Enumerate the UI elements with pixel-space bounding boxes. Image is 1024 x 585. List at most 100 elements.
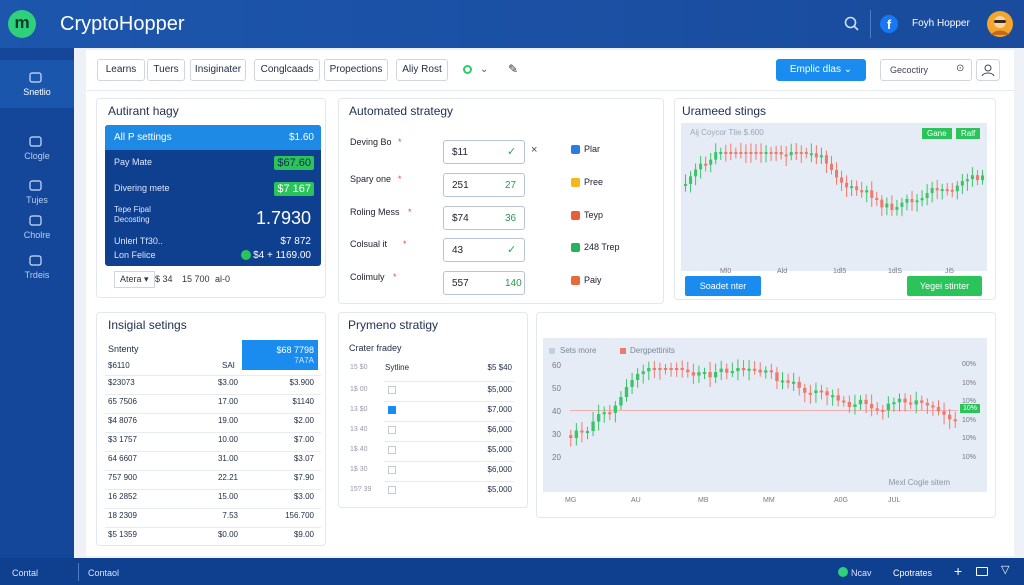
required-mark: * bbox=[393, 272, 397, 282]
logo[interactable]: m bbox=[8, 10, 36, 38]
input[interactable] bbox=[443, 206, 525, 230]
search-icon[interactable]: ⊙ bbox=[956, 63, 965, 74]
nav-item[interactable]: Trdeis bbox=[24, 270, 50, 280]
tag: Pree bbox=[584, 177, 604, 187]
toolbar-button[interactable]: Tuers bbox=[147, 59, 185, 81]
toolbar-button[interactable]: Conglcaads bbox=[254, 59, 320, 81]
candle bbox=[936, 407, 941, 412]
row-value: $7 872 bbox=[280, 236, 311, 247]
candle bbox=[789, 152, 793, 156]
toolbar-button[interactable]: Learns bbox=[97, 59, 145, 81]
cell: 64 6607 bbox=[108, 454, 137, 463]
checkbox[interactable] bbox=[388, 486, 396, 494]
row-divider bbox=[384, 441, 514, 442]
candle bbox=[829, 163, 833, 170]
checkbox[interactable] bbox=[388, 406, 396, 414]
input[interactable] bbox=[443, 271, 525, 295]
candle bbox=[835, 169, 839, 178]
cell: $23073 bbox=[108, 378, 135, 387]
nav-icon[interactable] bbox=[29, 215, 43, 227]
plus-icon[interactable]: + bbox=[954, 563, 963, 579]
toolbar-button[interactable]: Aliy Rost bbox=[396, 59, 448, 81]
footer-item[interactable]: Atera ▾ bbox=[114, 271, 155, 288]
cell: 18 2309 bbox=[108, 511, 137, 520]
nav-icon[interactable] bbox=[29, 72, 43, 84]
search-text: Gecoctiry bbox=[890, 65, 929, 75]
candle bbox=[881, 409, 885, 412]
close-icon[interactable]: × bbox=[531, 144, 538, 156]
nav-icon[interactable] bbox=[29, 255, 43, 267]
checkbox[interactable] bbox=[388, 386, 396, 394]
checkbox[interactable] bbox=[388, 446, 396, 454]
nav-icon[interactable] bbox=[29, 180, 43, 192]
required-mark: * bbox=[403, 239, 407, 249]
menu-icon[interactable]: ▽ bbox=[1001, 564, 1010, 576]
chevron[interactable]: ⌄ bbox=[480, 64, 489, 75]
y2-label: 10% bbox=[962, 453, 977, 461]
candle bbox=[725, 368, 729, 373]
candle bbox=[855, 186, 859, 191]
footer-item: al-0 bbox=[215, 274, 231, 284]
nav-icon[interactable] bbox=[29, 136, 43, 148]
candle bbox=[914, 400, 918, 405]
cell: $3.07 bbox=[293, 454, 314, 463]
checkbox[interactable] bbox=[388, 466, 396, 474]
toolbar-button[interactable]: Insiginater bbox=[190, 59, 246, 81]
input[interactable] bbox=[443, 140, 525, 164]
checkbox[interactable] bbox=[388, 426, 396, 434]
toolbar-button[interactable]: Propections bbox=[324, 59, 388, 81]
cell: 156.700 bbox=[285, 511, 314, 520]
search-icon[interactable] bbox=[844, 16, 860, 32]
candle bbox=[900, 202, 904, 207]
nav-item[interactable]: Tujes bbox=[26, 195, 48, 205]
legend-text: Dergpettinits bbox=[630, 346, 675, 355]
app-title: CryptoHopper bbox=[60, 13, 185, 35]
input[interactable] bbox=[443, 173, 525, 197]
candle bbox=[920, 198, 924, 201]
avatar[interactable] bbox=[987, 11, 1013, 37]
nav-item[interactable]: Snetlio bbox=[23, 87, 51, 97]
candle bbox=[574, 430, 579, 439]
badge: Ralf bbox=[956, 128, 981, 139]
candle bbox=[663, 368, 668, 370]
candle bbox=[925, 402, 930, 406]
candle bbox=[836, 395, 840, 401]
search-box[interactable] bbox=[880, 59, 972, 81]
row-divider bbox=[105, 451, 321, 452]
input[interactable] bbox=[443, 238, 525, 262]
screen-icon[interactable] bbox=[976, 567, 988, 576]
chart-caption: Aij Coycor Tlie $.600 bbox=[690, 128, 764, 137]
input-value: $11 bbox=[452, 147, 468, 158]
primary-button[interactable]: Emplic dlas ⌄ bbox=[776, 59, 866, 81]
candle bbox=[769, 370, 774, 373]
edit-icon[interactable]: ✎ bbox=[508, 62, 519, 76]
facebook-icon[interactable]: f bbox=[880, 15, 898, 33]
candle bbox=[869, 403, 874, 409]
row-divider bbox=[384, 461, 514, 462]
nav-item[interactable]: Clogle bbox=[24, 151, 50, 161]
candle bbox=[764, 152, 768, 154]
status-dot[interactable] bbox=[463, 65, 472, 74]
candle bbox=[960, 180, 964, 186]
cell: 65 7506 bbox=[108, 397, 137, 406]
candle bbox=[714, 152, 718, 160]
primary-strategy-panel bbox=[338, 312, 528, 508]
candle bbox=[814, 153, 818, 158]
input-extra: 36 bbox=[505, 213, 517, 224]
button[interactable]: Soadet nter bbox=[685, 276, 761, 296]
panel-title: Urameed stings bbox=[682, 104, 767, 118]
input-extra: 27 bbox=[505, 180, 517, 191]
row-value: $4 + 1169.00 bbox=[253, 250, 311, 261]
user-icon[interactable] bbox=[976, 59, 1000, 81]
candle bbox=[840, 177, 844, 183]
highlight-box bbox=[242, 340, 318, 370]
candle bbox=[885, 203, 889, 208]
badge: Gane bbox=[922, 128, 952, 139]
footer-text: Contaol bbox=[88, 568, 120, 578]
y-label: 50 bbox=[552, 384, 561, 393]
button[interactable]: Yegei stinter bbox=[907, 276, 982, 296]
candle bbox=[749, 152, 753, 154]
divider bbox=[870, 10, 871, 38]
nav-item[interactable]: Cholre bbox=[23, 230, 51, 240]
candle bbox=[689, 176, 693, 184]
